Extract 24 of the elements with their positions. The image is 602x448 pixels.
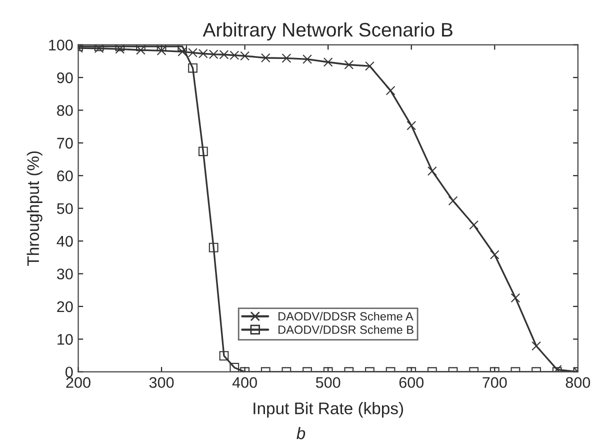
x-tick-label: 200: [66, 377, 90, 388]
legend-label: DAODV/DDSR Scheme B: [278, 325, 414, 334]
y-axis-title: Throughput (%): [26, 151, 42, 266]
x-tick-label: 700: [482, 377, 507, 388]
y-tick-label: 40: [56, 236, 73, 247]
x-axis-title: Input Bit Rate (kbps): [254, 402, 404, 418]
text: b: [296, 426, 306, 440]
legend-label: DAODV/DDSR Scheme A: [278, 312, 414, 321]
y-tick-label: 30: [56, 268, 73, 280]
y-tick-label: 80: [57, 105, 73, 116]
y-tick-label: 70: [57, 138, 73, 149]
x-tick-label: 300: [149, 377, 174, 388]
y-tick-label: 90: [57, 72, 73, 84]
y-tick-label: 0: [66, 366, 73, 378]
y-tick-label: 20: [57, 301, 73, 312]
y-tick-label: 10: [58, 334, 73, 345]
chart-title: Arbitrary Network Scenario B: [202, 22, 452, 40]
x-tick-label: 500: [316, 377, 340, 388]
x-tick-label: 600: [399, 377, 424, 388]
y-tick-label: 100: [49, 40, 73, 50]
x-tick-label: 400: [232, 377, 257, 388]
x-tick-label: 800: [566, 377, 590, 388]
y-tick-label: 60: [57, 170, 73, 182]
y-tick-label: 50: [57, 203, 73, 214]
